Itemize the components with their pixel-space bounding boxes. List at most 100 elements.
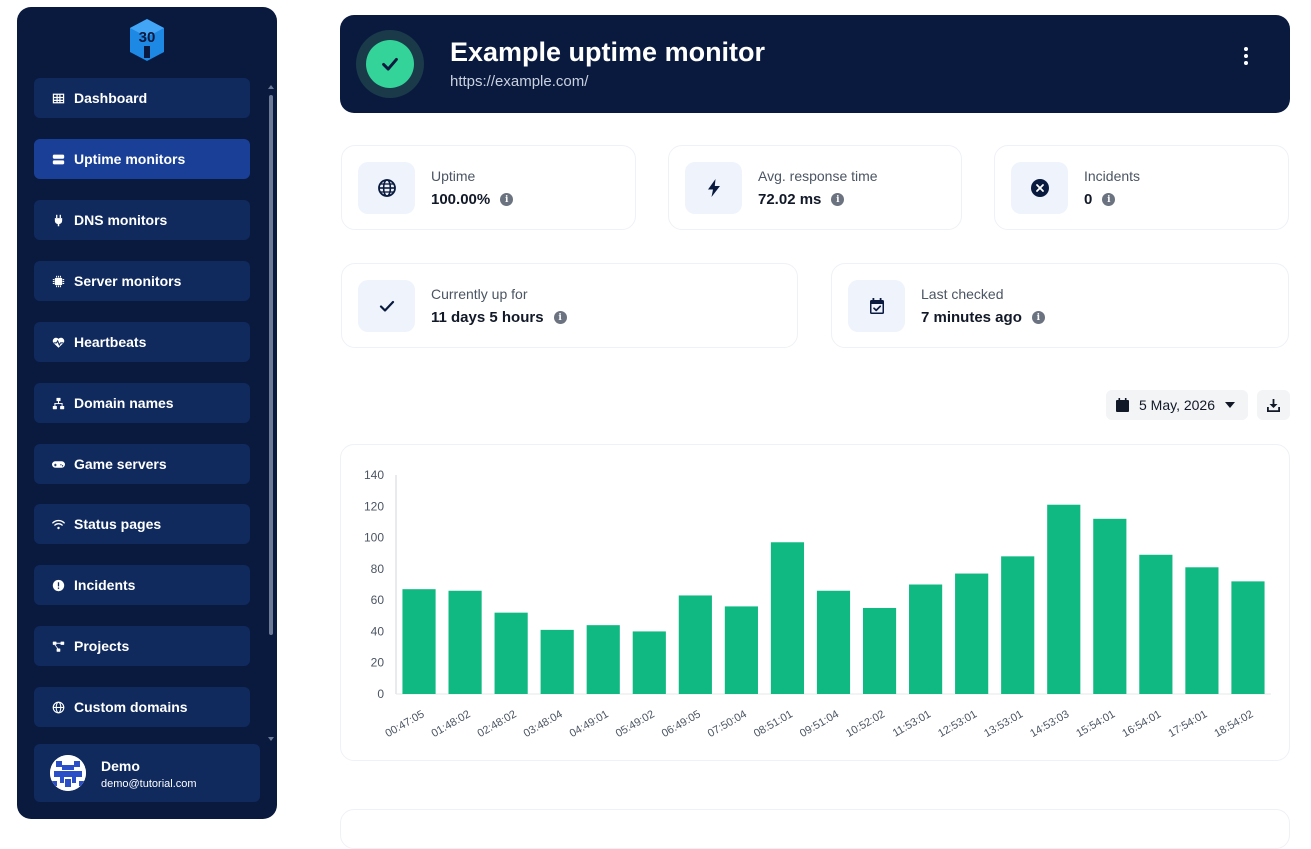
sidebar-item-domain-names[interactable]: Domain names: [34, 383, 250, 423]
y-tick-label: 140: [364, 468, 384, 482]
page-title: Example uptime monitor: [450, 37, 766, 67]
x-tick-label: 00:47:05: [383, 708, 426, 740]
calendar-check-icon: [848, 280, 905, 332]
sidebar-item-projects[interactable]: Projects: [34, 626, 250, 666]
info-icon[interactable]: i: [1102, 193, 1116, 206]
sidebar-item-status-pages[interactable]: Status pages: [34, 504, 250, 544]
x-tick-label: 05:49:02: [614, 708, 657, 740]
sidebar-item-uptime-monitors[interactable]: Uptime monitors: [34, 139, 250, 179]
download-button[interactable]: [1257, 390, 1290, 420]
chart-bar[interactable]: [1093, 518, 1127, 694]
globe-icon: [358, 162, 415, 214]
x-circle-icon: [1011, 162, 1068, 214]
x-tick-label: 18:54:02: [1212, 708, 1255, 740]
uptime-value: 100.00%: [431, 191, 491, 208]
x-tick-label: 08:51:01: [752, 708, 795, 740]
calendar-icon: [1116, 398, 1129, 412]
sidebar-item-label: DNS monitors: [74, 212, 168, 228]
date-picker-button[interactable]: 5 May, 2026: [1106, 390, 1248, 420]
stat-label: Uptime: [431, 168, 476, 184]
server-icon: [50, 151, 66, 167]
x-tick-label: 06:49:05: [660, 708, 703, 740]
sidebar-item-label: Uptime monitors: [74, 151, 186, 167]
sidebar-item-heartbeats[interactable]: Heartbeats: [34, 322, 250, 362]
chart-bar[interactable]: [1001, 556, 1035, 694]
microchip-icon: [50, 273, 66, 289]
scroll-thumb[interactable]: [269, 95, 273, 635]
monitor-header: Example uptime monitor https://example.c…: [340, 15, 1290, 113]
y-tick-label: 40: [371, 624, 385, 638]
user-email: demo@tutorial.com: [101, 778, 197, 790]
chart-bar[interactable]: [632, 631, 666, 694]
bolt-icon: [685, 162, 742, 214]
x-tick-label: 01:48:02: [429, 708, 472, 740]
x-tick-label: 10:52:02: [844, 708, 887, 740]
plug-icon: [50, 212, 66, 228]
up-for-value: 11 days 5 hours: [431, 309, 544, 326]
response-time-chart: 0 20 40 60 80 100 120 140 00:47:05 01:48:02 02:48:…: [340, 444, 1290, 761]
chart-bar[interactable]: [770, 542, 805, 694]
sidebar-item-server-monitors[interactable]: Server monitors: [34, 261, 250, 301]
y-tick-label: 100: [364, 531, 384, 545]
info-icon[interactable]: i: [500, 193, 514, 206]
x-tick-label: 16:54:01: [1120, 708, 1163, 740]
x-tick-label: 14:53:03: [1028, 708, 1071, 740]
stat-value: 72.02 ms i: [758, 191, 845, 208]
chart-bar[interactable]: [402, 589, 436, 694]
x-tick-label: 02:48:02: [476, 708, 519, 740]
stat-value: 100.00% i: [431, 191, 514, 208]
chart-bar[interactable]: [909, 584, 943, 695]
avatar: [50, 755, 86, 791]
sidebar-item-game-servers[interactable]: Game servers: [34, 444, 250, 484]
check-icon: [358, 280, 415, 332]
chart-bar[interactable]: [955, 573, 989, 694]
scroll-down-arrow-icon[interactable]: [268, 737, 274, 741]
sidebar-item-label: Heartbeats: [74, 334, 147, 350]
chart-bar[interactable]: [494, 612, 528, 694]
x-tick-label: 17:54:01: [1166, 708, 1209, 740]
chart-bar[interactable]: [540, 629, 574, 694]
stat-value: 7 minutes ago i: [921, 309, 1045, 326]
more-options-icon[interactable]: [1236, 46, 1256, 66]
chart-bar[interactable]: [678, 595, 712, 694]
gamepad-icon: [50, 456, 66, 472]
info-icon[interactable]: i: [553, 311, 567, 324]
sidebar-item-dashboard[interactable]: Dashboard: [34, 78, 250, 118]
sidebar-item-custom-domains[interactable]: Custom domains: [34, 687, 250, 727]
uptime-duration-card: Currently up for 11 days 5 hours i: [341, 263, 798, 348]
chart-bar[interactable]: [1139, 554, 1173, 694]
x-tick-label: 03:48:04: [522, 708, 565, 740]
table-icon: [50, 90, 66, 106]
chart-bar[interactable]: [816, 590, 851, 694]
chart-bar[interactable]: [724, 606, 758, 694]
sidebar-item-dns-monitors[interactable]: DNS monitors: [34, 200, 250, 240]
sidebar-scrollbar[interactable]: [268, 85, 274, 741]
info-icon[interactable]: i: [831, 193, 845, 206]
last-checked-value: 7 minutes ago: [921, 309, 1022, 326]
chart-bar[interactable]: [1047, 504, 1081, 694]
logo-text: 30: [139, 29, 156, 46]
scroll-up-arrow-icon[interactable]: [268, 85, 274, 89]
sidebar-item-label: Custom domains: [74, 699, 188, 715]
user-account-card[interactable]: Demo demo@tutorial.com: [34, 744, 260, 802]
chart-bar[interactable]: [448, 590, 482, 694]
x-tick-label: 09:51:04: [798, 708, 841, 740]
sidebar-item-label: Status pages: [74, 516, 162, 532]
stat-label: Last checked: [921, 286, 1004, 302]
app-logo[interactable]: 30: [127, 17, 167, 65]
x-tick-label: 12:53:01: [936, 708, 979, 740]
monitor-url: https://example.com/: [450, 73, 589, 90]
chart-bar[interactable]: [586, 625, 620, 694]
chart-bar[interactable]: [862, 607, 897, 694]
sidebar-item-label: Domain names: [74, 395, 174, 411]
y-tick-label: 60: [371, 593, 385, 607]
x-tick-label: 13:53:01: [982, 708, 1025, 740]
sidebar-item-label: Incidents: [74, 577, 136, 593]
chart-bar[interactable]: [1231, 581, 1265, 694]
info-icon[interactable]: i: [1031, 311, 1045, 324]
x-tick-label: 07:50:04: [706, 708, 749, 740]
sidebar-item-incidents[interactable]: Incidents: [34, 565, 250, 605]
chart-bar[interactable]: [1185, 567, 1219, 694]
